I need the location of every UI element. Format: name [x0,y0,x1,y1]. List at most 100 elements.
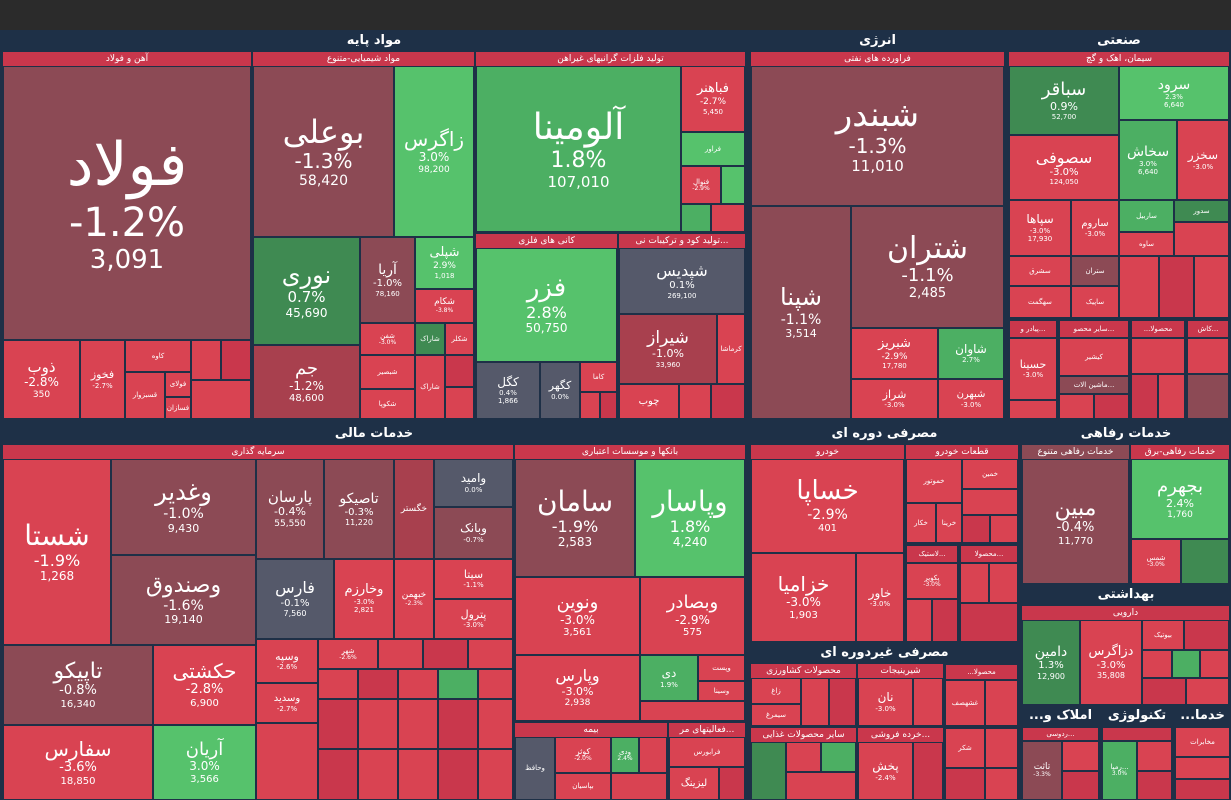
small-stock-tile[interactable] [711,204,745,232]
small-stock-tile[interactable] [1159,256,1194,318]
small-stock-tile[interactable] [1131,374,1158,419]
small-stock-tile[interactable] [1137,741,1172,771]
small-stock-tile[interactable] [1158,374,1185,419]
small-stock-tile[interactable] [1131,338,1185,374]
tile-vanovin[interactable]: ونوین -3.0% 3,561 [515,577,640,655]
industry-mahsulat2[interactable]: ...محصولا [960,545,1018,642]
tile-damin[interactable]: دامین 1.3% 12,900 [1022,620,1080,705]
tile-aluminium[interactable]: آلومینا 1.8% 107,010 [476,66,681,232]
industry-naft[interactable]: فراورده های نفتی شبندر -1.3% 11,010 شپنا… [751,52,1004,419]
tile-sabagher[interactable]: سباقر 0.9% 52,700 [1009,66,1119,135]
industry-mahsulat3[interactable]: محصولا... غشهصف [945,664,1018,726]
small-stock-tile[interactable] [821,742,856,772]
small-stock-tile[interactable] [1200,650,1229,678]
industry-tech[interactable]: ...رمیا 3.0% [1102,727,1172,800]
industry-khodro[interactable]: خودرو خساپا -2.9% 401 خزامیا -3.0% 1,903… [751,445,904,642]
tile-shebasir[interactable]: شبصیر [360,355,415,389]
tile-tarivana[interactable]: ...رمیا 3.0% [1102,741,1137,800]
small-stock-tile[interactable] [1142,650,1172,678]
tile-ghashhesaf[interactable]: غشهصف [945,680,985,726]
tile-fooladi[interactable]: فولای [165,372,191,397]
small-stock-tile[interactable] [358,749,398,800]
industry-siman[interactable]: سیمان، اهک و گچ سباقر 0.9% 52,700 سرود 2… [1009,52,1229,318]
small-stock-tile[interactable] [786,742,821,772]
tile-vabsader[interactable]: وبصادر -2.9% 575 [640,577,745,655]
tile-hasina[interactable]: حسینا -3.0% [1009,338,1057,400]
tile-barsian[interactable]: بپاسیان [555,773,611,800]
tile-saier-mahsul[interactable]: ...سایر محصو [1059,320,1129,338]
small-stock-tile[interactable] [1062,741,1099,771]
tile-fenvol[interactable]: فنوال -2.9% [681,166,721,204]
tile-sarbil[interactable]: ساربیل [1119,200,1174,232]
tile-shaaraak[interactable]: شاراک [415,323,445,355]
tile-sepaha[interactable]: سپاها -3.0% 17,930 [1009,200,1071,256]
tile-vakharazm[interactable]: وخارزم -3.0% 2,821 [334,559,394,639]
small-stock-tile[interactable] [478,669,513,699]
small-stock-tile[interactable] [1175,779,1230,800]
tile-parsan[interactable]: پارسان -0.4% 55,550 [256,459,324,559]
tile-khegostar[interactable]: خگستر [394,459,434,559]
small-stock-tile[interactable] [679,384,711,419]
tile-savah[interactable]: ساوه [1119,232,1174,256]
small-stock-tile[interactable] [960,563,989,603]
tile-dazagros[interactable]: دزاگرس -3.0% 35,808 [1080,620,1142,705]
small-stock-tile[interactable] [478,699,513,749]
small-stock-tile[interactable] [932,599,958,642]
small-stock-tile[interactable] [378,639,423,669]
small-stock-tile[interactable] [445,355,474,387]
small-stock-tile[interactable] [438,699,478,749]
small-stock-tile[interactable] [398,749,438,800]
tile-bastan[interactable]: ...پیادر و [1009,320,1057,338]
industry-felezat[interactable]: تولید فلزات گرانبهای غیراهن آلومینا 1.8%… [476,52,745,232]
industry-ghazaei[interactable]: سایر محصولات غذایی [751,728,856,800]
small-stock-tile[interactable] [358,669,398,699]
industry-mahsulat-keshavarzi[interactable]: محصولات کشاورزی زاغ سیمرغ [751,664,856,726]
tile-arian[interactable]: آریان 3.0% 3,566 [153,725,256,800]
small-stock-tile[interactable] [1102,727,1172,741]
tile-vamid[interactable]: وامید 0.0% [434,459,513,507]
tile-sita[interactable]: سیتا -1.1% [434,559,513,599]
small-stock-tile[interactable] [611,773,667,800]
small-stock-tile[interactable] [786,772,856,800]
tile-kama[interactable]: کاما [580,362,617,392]
tile-shams[interactable]: شمس -3.0% [1131,539,1181,584]
tile-khkar[interactable]: خکار [906,503,936,543]
small-stock-tile[interactable] [801,678,829,726]
tile-vahafez[interactable]: وحافظ [515,737,555,800]
industry-kani[interactable]: کانی های فلزی فزر 2.8% 50,750 کگل 0.4% 1… [476,234,617,419]
small-stock-tile[interactable] [1175,757,1230,779]
tile-mokhaberat[interactable]: مخابرات [1175,727,1230,757]
tile-khrina[interactable]: خرینا [936,503,962,543]
tile-shraz[interactable]: شراز -3.0% [851,379,938,419]
industry-shimi[interactable]: مواد شیمیایی-متنوع بوعلی -1.3% 58,420 زا… [253,52,474,419]
small-stock-tile[interactable] [945,768,985,800]
tile-vapasar[interactable]: وپاسار 1.8% 4,240 [635,459,745,577]
small-stock-tile[interactable] [913,742,943,800]
small-stock-tile[interactable] [221,340,251,380]
tile-shavan[interactable]: شاوان 2.7% [938,328,1004,379]
small-stock-tile[interactable] [719,767,745,800]
tile-fazr[interactable]: فزر 2.8% 50,750 [476,248,617,362]
tile-feravar[interactable]: فراور [681,132,745,166]
small-stock-tile[interactable] [318,669,358,699]
tile-mashin[interactable]: ...ماشین الات [1059,376,1129,394]
small-stock-tile[interactable] [468,639,513,669]
tile-vaposte[interactable]: وپست [698,655,745,681]
small-stock-tile[interactable] [398,669,438,699]
industry-daroo[interactable]: دارویی دامین 1.3% 12,900 دزاگرس -3.0% 35… [1022,606,1229,705]
tile-shekam[interactable]: شکام -3.8% [415,289,474,323]
small-stock-tile[interactable] [721,166,745,204]
tile-ferdousi[interactable]: ...ردوسی [1022,727,1099,741]
tile-kash[interactable]: ...کاش [1187,320,1229,338]
tile-farabours[interactable]: فرابورس [669,737,745,767]
tile-shabhran[interactable]: شبهرن -3.0% [938,379,1004,419]
tile-shahr[interactable]: شهر -2.6% [318,639,378,669]
small-stock-tile[interactable] [906,599,932,642]
tile-lizing[interactable]: لیزینگ [669,767,719,800]
tile-khazamia[interactable]: خزامیا -3.0% 1,903 [751,553,856,642]
tile-seghaet[interactable]: سهگمت [1009,286,1071,318]
tile-choob[interactable]: چوب [619,384,679,419]
tile-zagh[interactable]: زاغ [751,678,801,704]
tile-sapik[interactable]: ساپیک [1071,286,1119,318]
tile-shakalar[interactable]: شکلر [445,323,474,355]
